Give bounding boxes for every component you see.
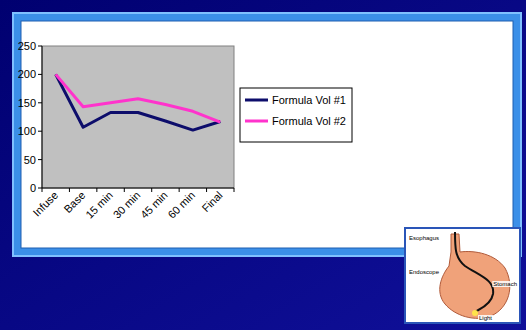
illustration-label: Esophagus [409, 235, 439, 241]
series-group [56, 74, 221, 130]
y-tick-label: 50 [24, 154, 36, 166]
illustration-label: Stomach [493, 281, 517, 287]
illustration-label: Light [479, 315, 492, 321]
plot-area [42, 46, 234, 188]
background [0, 0, 526, 330]
y-tick-label: 200 [18, 68, 36, 80]
y-tick [38, 159, 42, 160]
label-patch [408, 269, 441, 275]
y-tick [38, 102, 42, 103]
y-tick [38, 74, 42, 75]
legend-label: Formula Vol #1 [272, 94, 346, 106]
label-patch [408, 235, 440, 241]
label-patch [478, 315, 493, 321]
stomach-shape [440, 234, 510, 318]
x-tick-label: 45 min [138, 189, 170, 221]
x-tick [96, 188, 97, 192]
endoscope [455, 232, 493, 312]
legend-swatch [245, 120, 268, 123]
x-axis [42, 188, 234, 189]
y-tick-label: 0 [30, 182, 36, 194]
y-tick-label: 100 [18, 125, 36, 137]
illustration: Esophagus Endoscope Stomach Light [405, 228, 520, 323]
panel-frame [13, 13, 521, 256]
legend-box [240, 88, 352, 142]
y-axis [42, 46, 43, 188]
illustration-label: Endoscope [409, 269, 440, 275]
series-line [56, 74, 221, 122]
x-tick-label: 30 min [111, 189, 143, 221]
x-tick-label: 60 min [165, 189, 197, 221]
x-tick [151, 188, 152, 192]
x-tick [69, 188, 70, 192]
illustration-frame [405, 228, 520, 323]
legend-label: Formula Vol #2 [272, 115, 346, 127]
x-tick [179, 188, 180, 192]
x-tick [42, 188, 43, 192]
series-line [56, 74, 221, 130]
x-tick [124, 188, 125, 192]
y-tick-label: 150 [18, 97, 36, 109]
y-tick [38, 131, 42, 132]
y-tick [38, 46, 42, 47]
y-tick [38, 188, 42, 189]
legend-swatch [245, 99, 268, 102]
y-tick-label: 250 [18, 40, 36, 52]
x-tick-label: Final [199, 189, 224, 214]
light [472, 310, 478, 316]
panel [21, 21, 513, 248]
legend: Formula Vol #1 Formula Vol #2 [240, 88, 352, 142]
x-tick-label: 15 min [83, 189, 115, 221]
x-tick [206, 188, 207, 192]
label-patch [492, 281, 518, 287]
x-tick [234, 188, 235, 192]
slide: 050100150200250InfuseBase15 min30 min45 … [0, 0, 526, 330]
x-tick-label: Infuse [30, 189, 60, 219]
